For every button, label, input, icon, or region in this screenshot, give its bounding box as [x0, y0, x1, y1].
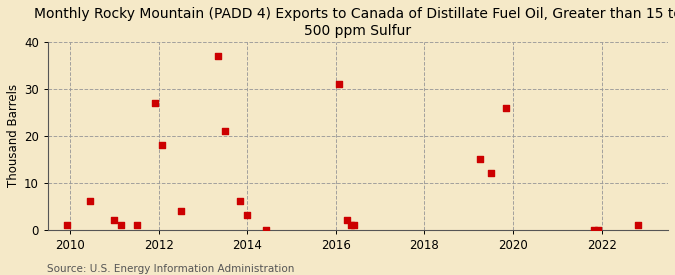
- Point: [345, 223, 356, 227]
- Point: [84, 199, 95, 204]
- Point: [157, 143, 167, 147]
- Text: Source: U.S. Energy Information Administration: Source: U.S. Energy Information Administ…: [47, 264, 294, 274]
- Point: [342, 218, 352, 222]
- Point: [633, 223, 644, 227]
- Point: [589, 227, 599, 232]
- Point: [61, 223, 72, 227]
- Title: Monthly Rocky Mountain (PADD 4) Exports to Canada of Distillate Fuel Oil, Greate: Monthly Rocky Mountain (PADD 4) Exports …: [34, 7, 675, 38]
- Point: [475, 157, 485, 161]
- Point: [500, 106, 511, 110]
- Point: [220, 129, 231, 133]
- Point: [242, 213, 252, 218]
- Point: [261, 227, 271, 232]
- Point: [334, 82, 345, 87]
- Y-axis label: Thousand Barrels: Thousand Barrels: [7, 84, 20, 188]
- Point: [150, 101, 161, 105]
- Point: [212, 54, 223, 59]
- Point: [176, 209, 186, 213]
- Point: [115, 223, 126, 227]
- Point: [485, 171, 496, 175]
- Point: [349, 223, 360, 227]
- Point: [593, 227, 603, 232]
- Point: [109, 218, 120, 222]
- Point: [131, 223, 142, 227]
- Point: [234, 199, 245, 204]
